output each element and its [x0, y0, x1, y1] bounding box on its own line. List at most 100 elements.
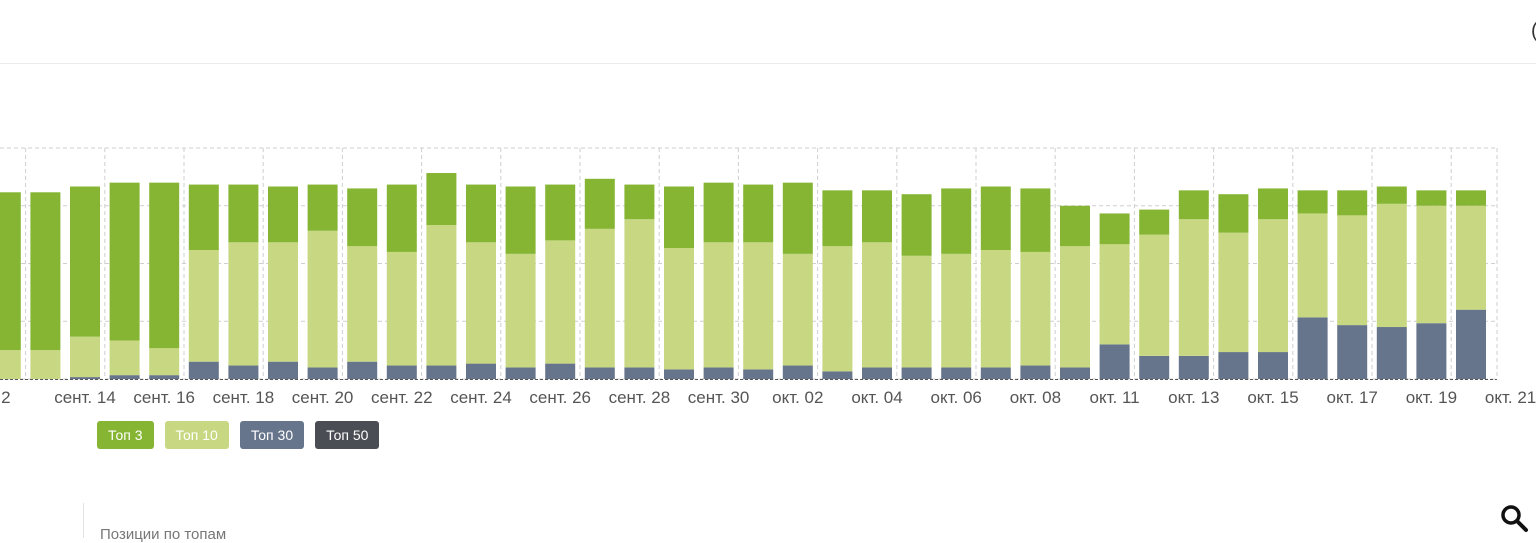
bar-segment [1376, 203, 1407, 328]
x-tick-label: сент. 24 [450, 388, 512, 407]
bar-segment [386, 365, 417, 379]
top-edge-glyph: ( [1531, 20, 1536, 43]
bar-segment [149, 348, 180, 376]
bar-segment [1416, 190, 1447, 206]
bar-segment [901, 194, 932, 256]
bar-segment [901, 367, 932, 379]
x-tick-label: окт. 06 [931, 388, 982, 407]
bar-segment [980, 186, 1011, 251]
bar-segment [307, 184, 338, 231]
bar-segment [1099, 344, 1130, 379]
bar-segment [822, 246, 853, 372]
legend-top10[interactable]: Топ 10 [164, 421, 229, 449]
bar-segment [1258, 188, 1288, 220]
legend-top50[interactable]: Топ 50 [315, 421, 380, 449]
bar-segment [228, 365, 259, 379]
bar-segment [862, 242, 892, 368]
bar-segment [386, 184, 417, 252]
bar-segment [624, 184, 655, 220]
bar-segment [1139, 355, 1170, 379]
bar-segment [782, 253, 813, 366]
search-icon[interactable] [1499, 503, 1529, 533]
x-tick-label: сент. 18 [213, 388, 275, 407]
bar-segment [1218, 352, 1249, 379]
chart-legend: Топ 3 Топ 10 Топ 30 Топ 50 [97, 421, 380, 449]
x-tick-label: сент. 14 [54, 388, 116, 407]
bar-segment [782, 365, 813, 379]
bar-segment [268, 186, 298, 243]
bar-segment [545, 363, 576, 379]
bar-segment [1337, 190, 1368, 216]
bar-segment [862, 367, 892, 379]
bar-segment [109, 182, 140, 341]
bar-segment [347, 246, 378, 362]
bar-segment [1020, 188, 1051, 252]
bar-segment [1258, 219, 1288, 353]
legend-top30[interactable]: Топ 30 [239, 421, 305, 449]
bar-segment [1020, 251, 1051, 366]
bar-segment [307, 230, 338, 368]
bar-segment [30, 350, 61, 379]
bar-segment [1178, 190, 1209, 220]
bar-segment [268, 361, 298, 379]
x-tick-label: окт. 19 [1406, 388, 1457, 407]
bar-segment [1297, 213, 1328, 318]
bar-segment [941, 253, 972, 368]
bar-segment [109, 340, 140, 376]
bar-segment [1376, 186, 1407, 204]
bar-segment [188, 250, 219, 362]
bar-segment [426, 173, 457, 225]
bar-segment [1218, 194, 1249, 233]
bar-segment [545, 240, 576, 364]
bar-segment [624, 219, 655, 368]
bar-segment [149, 375, 180, 379]
bar-segment [703, 242, 734, 368]
bar-segment [1060, 205, 1090, 247]
bar-segment [70, 336, 100, 378]
bar-segment [1060, 246, 1090, 368]
bar-segment [782, 182, 813, 254]
bar-segment [1139, 209, 1170, 235]
bar-segment [584, 228, 615, 368]
bar-segment [1218, 232, 1249, 353]
x-tick-label: окт. 13 [1168, 388, 1219, 407]
bar-segment [545, 184, 576, 241]
positions-chart: 2 сент. 14 сент. 16 сент. 18 сент. 20 сент. 2… [0, 147, 1536, 407]
bar-segment [664, 369, 694, 379]
x-tick-label: окт. 15 [1247, 388, 1298, 407]
bar-segment [743, 184, 774, 243]
bar-segment [822, 371, 853, 379]
bar-segment [1337, 215, 1368, 326]
bar-segment [426, 365, 457, 379]
x-tick-label: окт. 02 [772, 388, 823, 407]
bar-segment [466, 184, 496, 243]
bar-segment [1416, 205, 1447, 324]
bar-segment [30, 192, 61, 351]
bar-segment [228, 184, 259, 243]
bar-segment [188, 361, 219, 379]
legend-top3[interactable]: Топ 3 [97, 421, 154, 449]
bar-segment [703, 367, 734, 379]
bar-segment [109, 375, 140, 379]
bar-segment [1456, 205, 1486, 310]
bar-segment [0, 192, 21, 351]
bar-segment [70, 377, 100, 379]
bar-segment [1297, 317, 1328, 379]
bar-segment [664, 248, 694, 370]
bar-segment [743, 242, 774, 370]
bar-segment [307, 367, 338, 379]
bar-segment [1376, 327, 1407, 379]
bar-segment [386, 251, 417, 366]
bar-segment [584, 178, 615, 229]
bar-segment [703, 182, 734, 243]
bar-segment [1060, 367, 1090, 379]
bar-segment [505, 367, 536, 379]
x-tick-label: окт. 21 [1485, 388, 1536, 407]
bar-segment [1337, 325, 1368, 379]
panel-divider [83, 503, 84, 538]
x-tick-label: сент. 22 [371, 388, 433, 407]
bar-segment [1456, 190, 1486, 206]
bar-segment [505, 186, 536, 254]
bar-segment [466, 363, 496, 379]
bar-segment [188, 184, 219, 251]
